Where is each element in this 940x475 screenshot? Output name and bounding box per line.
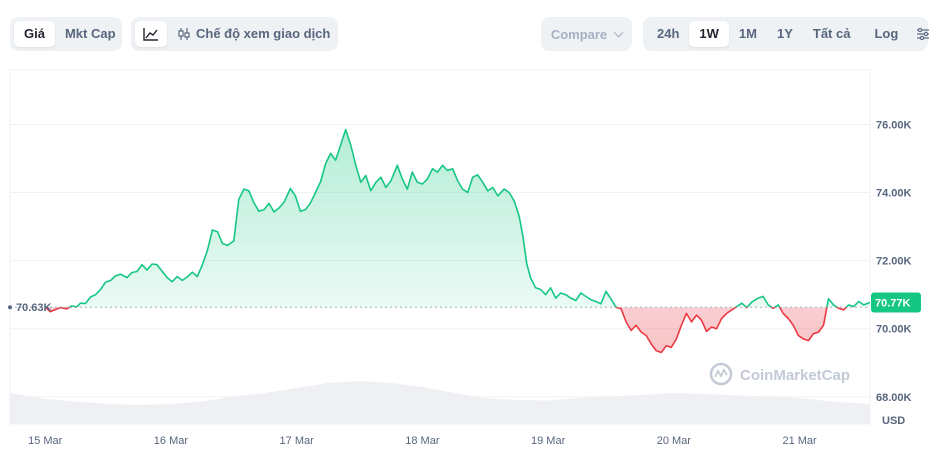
range-1y[interactable]: 1Y — [776, 26, 793, 41]
price-line-down — [44, 307, 855, 354]
y-unit-label: USD — [882, 415, 905, 427]
current-price-badge-bg — [871, 292, 921, 313]
range-tab-group: 24h 1W 1M 1Y Tất cả Log — [643, 17, 930, 51]
tab-price[interactable]: Giá — [14, 21, 55, 47]
volume-area — [10, 381, 870, 424]
coinmarketcap-logo-icon — [709, 362, 733, 386]
baseline-dot — [8, 305, 12, 310]
settings-button[interactable] — [908, 21, 938, 47]
trading-view-button[interactable]: Chế độ xem giao dịch — [167, 21, 340, 47]
y-axis: 68.00K 70.00K 72.00K 74.00K 76.00K — [876, 119, 912, 403]
sliders-icon — [917, 28, 930, 40]
area-above-baseline — [45, 129, 870, 308]
y-tick-label: 74.00K — [876, 188, 912, 200]
price-line-up — [45, 128, 870, 308]
baseline-label: 70.63K — [16, 302, 52, 314]
range-24h[interactable]: 24h — [657, 26, 680, 41]
tab-market-cap[interactable]: Mkt Cap — [64, 26, 116, 41]
view-mode-group: Chế độ xem giao dịch — [131, 17, 338, 51]
x-tick-label: 15 Mar — [28, 435, 63, 447]
line-chart-button[interactable] — [135, 21, 167, 47]
line-chart-icon — [143, 28, 158, 41]
watermark: CoinMarketCap — [709, 362, 850, 386]
y-tick-label: 68.00K — [876, 392, 912, 404]
chart-toolbar: Giá Mkt Cap Chế độ xem giao dịch Compare… — [0, 17, 940, 51]
compare-dropdown[interactable]: Compare — [541, 17, 632, 51]
x-axis: 15 Mar 16 Mar 17 Mar 18 Mar 19 Mar 20 Mar 21 M… — [28, 435, 817, 447]
compare-label: Compare — [550, 26, 608, 42]
range-all[interactable]: Tất cả — [812, 26, 851, 41]
area-below-baseline — [45, 307, 847, 353]
log-scale-toggle[interactable]: Log — [874, 26, 899, 41]
y-tick-label: 76.00K — [876, 119, 912, 131]
trading-view-label: Chế độ xem giao dịch — [196, 26, 331, 41]
coinmarketcap-logo-mark — [714, 368, 728, 378]
y-tick-label: 70.00K — [876, 324, 912, 336]
y-tick-label: 72.00K — [876, 256, 912, 268]
x-tick-label: 21 Mar — [782, 435, 817, 447]
x-tick-label: 19 Mar — [531, 435, 566, 447]
range-1m[interactable]: 1M — [738, 26, 757, 41]
watermark-text: CoinMarketCap — [740, 367, 850, 384]
candlestick-icon — [178, 28, 190, 40]
metric-tab-group: Giá Mkt Cap — [10, 17, 122, 51]
x-tick-label: 20 Mar — [657, 435, 692, 447]
range-1w[interactable]: 1W — [689, 21, 729, 47]
x-tick-label: 16 Mar — [154, 435, 189, 447]
x-tick-label: 18 Mar — [405, 435, 440, 447]
current-price-label: 70.77K — [875, 297, 911, 309]
x-tick-label: 17 Mar — [280, 435, 315, 447]
current-price-badge: 70.77K — [871, 292, 921, 313]
